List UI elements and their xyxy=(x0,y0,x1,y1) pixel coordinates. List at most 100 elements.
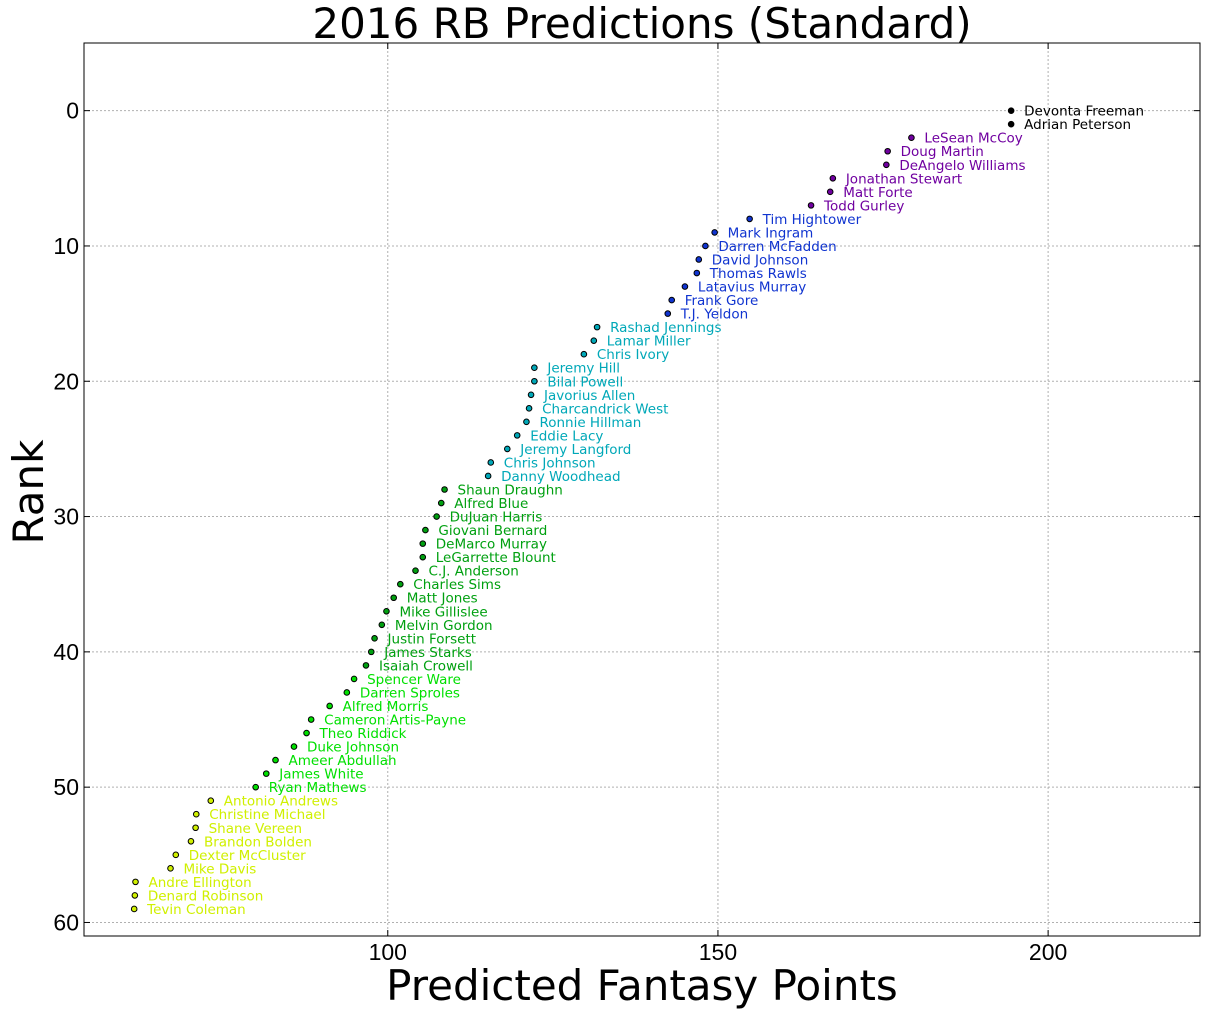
data-point xyxy=(192,810,200,818)
data-point xyxy=(695,256,703,263)
data-label: LeSean McCoy xyxy=(924,131,1022,147)
data-point xyxy=(746,215,753,223)
data-point xyxy=(590,337,598,344)
data-label: Bilal Powell xyxy=(547,374,623,390)
data-point xyxy=(668,296,676,304)
data-point xyxy=(531,377,538,385)
data-point xyxy=(441,486,448,493)
data-point xyxy=(252,783,259,791)
x-tick-label: 100 xyxy=(369,939,407,965)
data-label: Frank Gore xyxy=(685,293,759,309)
x-tick-label: 200 xyxy=(1029,939,1067,965)
data-label: Jeremy Hill xyxy=(546,361,620,377)
data-point xyxy=(437,499,445,507)
data-label: C.J. Anderson xyxy=(428,564,518,580)
data-label: Matt Jones xyxy=(407,591,478,607)
data-point xyxy=(503,445,511,453)
data-label: Christine Michael xyxy=(209,807,325,823)
data-label: Andre Ellington xyxy=(149,875,252,891)
y-tick-label: 60 xyxy=(53,909,79,935)
data-label: Adrian Peterson xyxy=(1024,117,1131,133)
data-label: Latavius Murray xyxy=(698,280,806,296)
data-point xyxy=(412,567,419,574)
grid-lines xyxy=(84,43,1200,936)
data-label: Todd Gurley xyxy=(823,198,904,214)
data-label: Tevin Coleman xyxy=(146,902,246,918)
data-point xyxy=(187,837,195,845)
data-point xyxy=(525,405,533,412)
data-label: Cameron Artis-Payne xyxy=(324,713,466,729)
data-label: DeMarco Murray xyxy=(436,537,547,553)
data-label: Doug Martin xyxy=(901,144,984,160)
data-point xyxy=(527,391,535,399)
data-label: Devonta Freeman xyxy=(1024,104,1144,120)
axis-ticks: 100 150 200 0 10 20 30 40 50 60 xyxy=(53,43,1200,965)
data-point xyxy=(531,364,538,372)
data-label: Giovani Bernard xyxy=(438,523,547,539)
data-point xyxy=(807,202,815,209)
y-axis-title: Rank xyxy=(4,439,53,545)
data-point xyxy=(397,580,404,588)
data-label: Javorius Allen xyxy=(543,388,635,404)
data-point xyxy=(681,283,689,290)
data-label: Charcandrick West xyxy=(542,401,668,417)
data-point xyxy=(664,310,672,317)
data-point xyxy=(207,797,215,804)
data-point xyxy=(883,161,890,169)
data-point xyxy=(132,878,139,886)
data-point xyxy=(1007,120,1015,128)
plot-frame xyxy=(83,42,1201,937)
data-label: Jonathan Stewart xyxy=(845,171,962,187)
data-point xyxy=(343,689,351,696)
data-point xyxy=(829,175,837,182)
y-tick-label: 20 xyxy=(53,368,79,394)
data-label: Denard Robinson xyxy=(148,888,263,904)
data-label: Shaun Draughn xyxy=(458,483,563,499)
data-label: Thomas Rawls xyxy=(709,266,807,282)
data-label: Isaiah Crowell xyxy=(379,658,473,674)
data-label: Tim Hightower xyxy=(762,212,862,228)
y-tick-label: 50 xyxy=(53,774,79,800)
data-label: Melvin Gordon xyxy=(395,618,493,634)
data-point xyxy=(371,635,378,642)
data-point xyxy=(262,770,270,777)
data-point xyxy=(702,242,709,250)
data-label: Eddie Lacy xyxy=(530,428,603,444)
data-label: Spencer Ware xyxy=(367,672,461,688)
data-point xyxy=(711,229,718,236)
data-label: DuJuan Harris xyxy=(450,510,543,526)
y-tick-label: 40 xyxy=(53,639,79,665)
data-label: Lamar Miller xyxy=(607,334,691,350)
data-label: T.J. Yeldon xyxy=(680,307,748,323)
data-label: David Johnson xyxy=(712,252,808,268)
data-point xyxy=(523,418,530,426)
data-point xyxy=(908,134,915,142)
data-label: Matt Forte xyxy=(843,185,913,201)
data-point xyxy=(484,472,492,480)
data-point xyxy=(580,350,588,358)
y-tick-label: 0 xyxy=(66,98,79,124)
data-point xyxy=(513,432,521,439)
data-label: Ryan Mathews xyxy=(269,780,367,796)
data-point xyxy=(192,824,199,832)
x-tick-label: 150 xyxy=(699,939,737,965)
data-point xyxy=(433,513,440,520)
y-tick-label: 30 xyxy=(53,504,79,530)
data-point xyxy=(487,459,495,466)
data-label: Chris Ivory xyxy=(597,347,669,363)
data-point xyxy=(383,607,390,615)
data-label: Ronnie Hillman xyxy=(539,415,641,431)
data-point xyxy=(378,621,386,629)
data-label: Darren Sproles xyxy=(360,685,460,701)
data-point xyxy=(419,540,427,547)
data-label: Charles Sims xyxy=(413,577,501,593)
data-point xyxy=(422,526,429,534)
data-point xyxy=(419,553,427,561)
data-point xyxy=(130,905,138,913)
data-point xyxy=(167,865,174,872)
data-label: Theo Riddick xyxy=(319,726,407,742)
data-point xyxy=(350,675,358,683)
data-label: James White xyxy=(278,767,363,783)
